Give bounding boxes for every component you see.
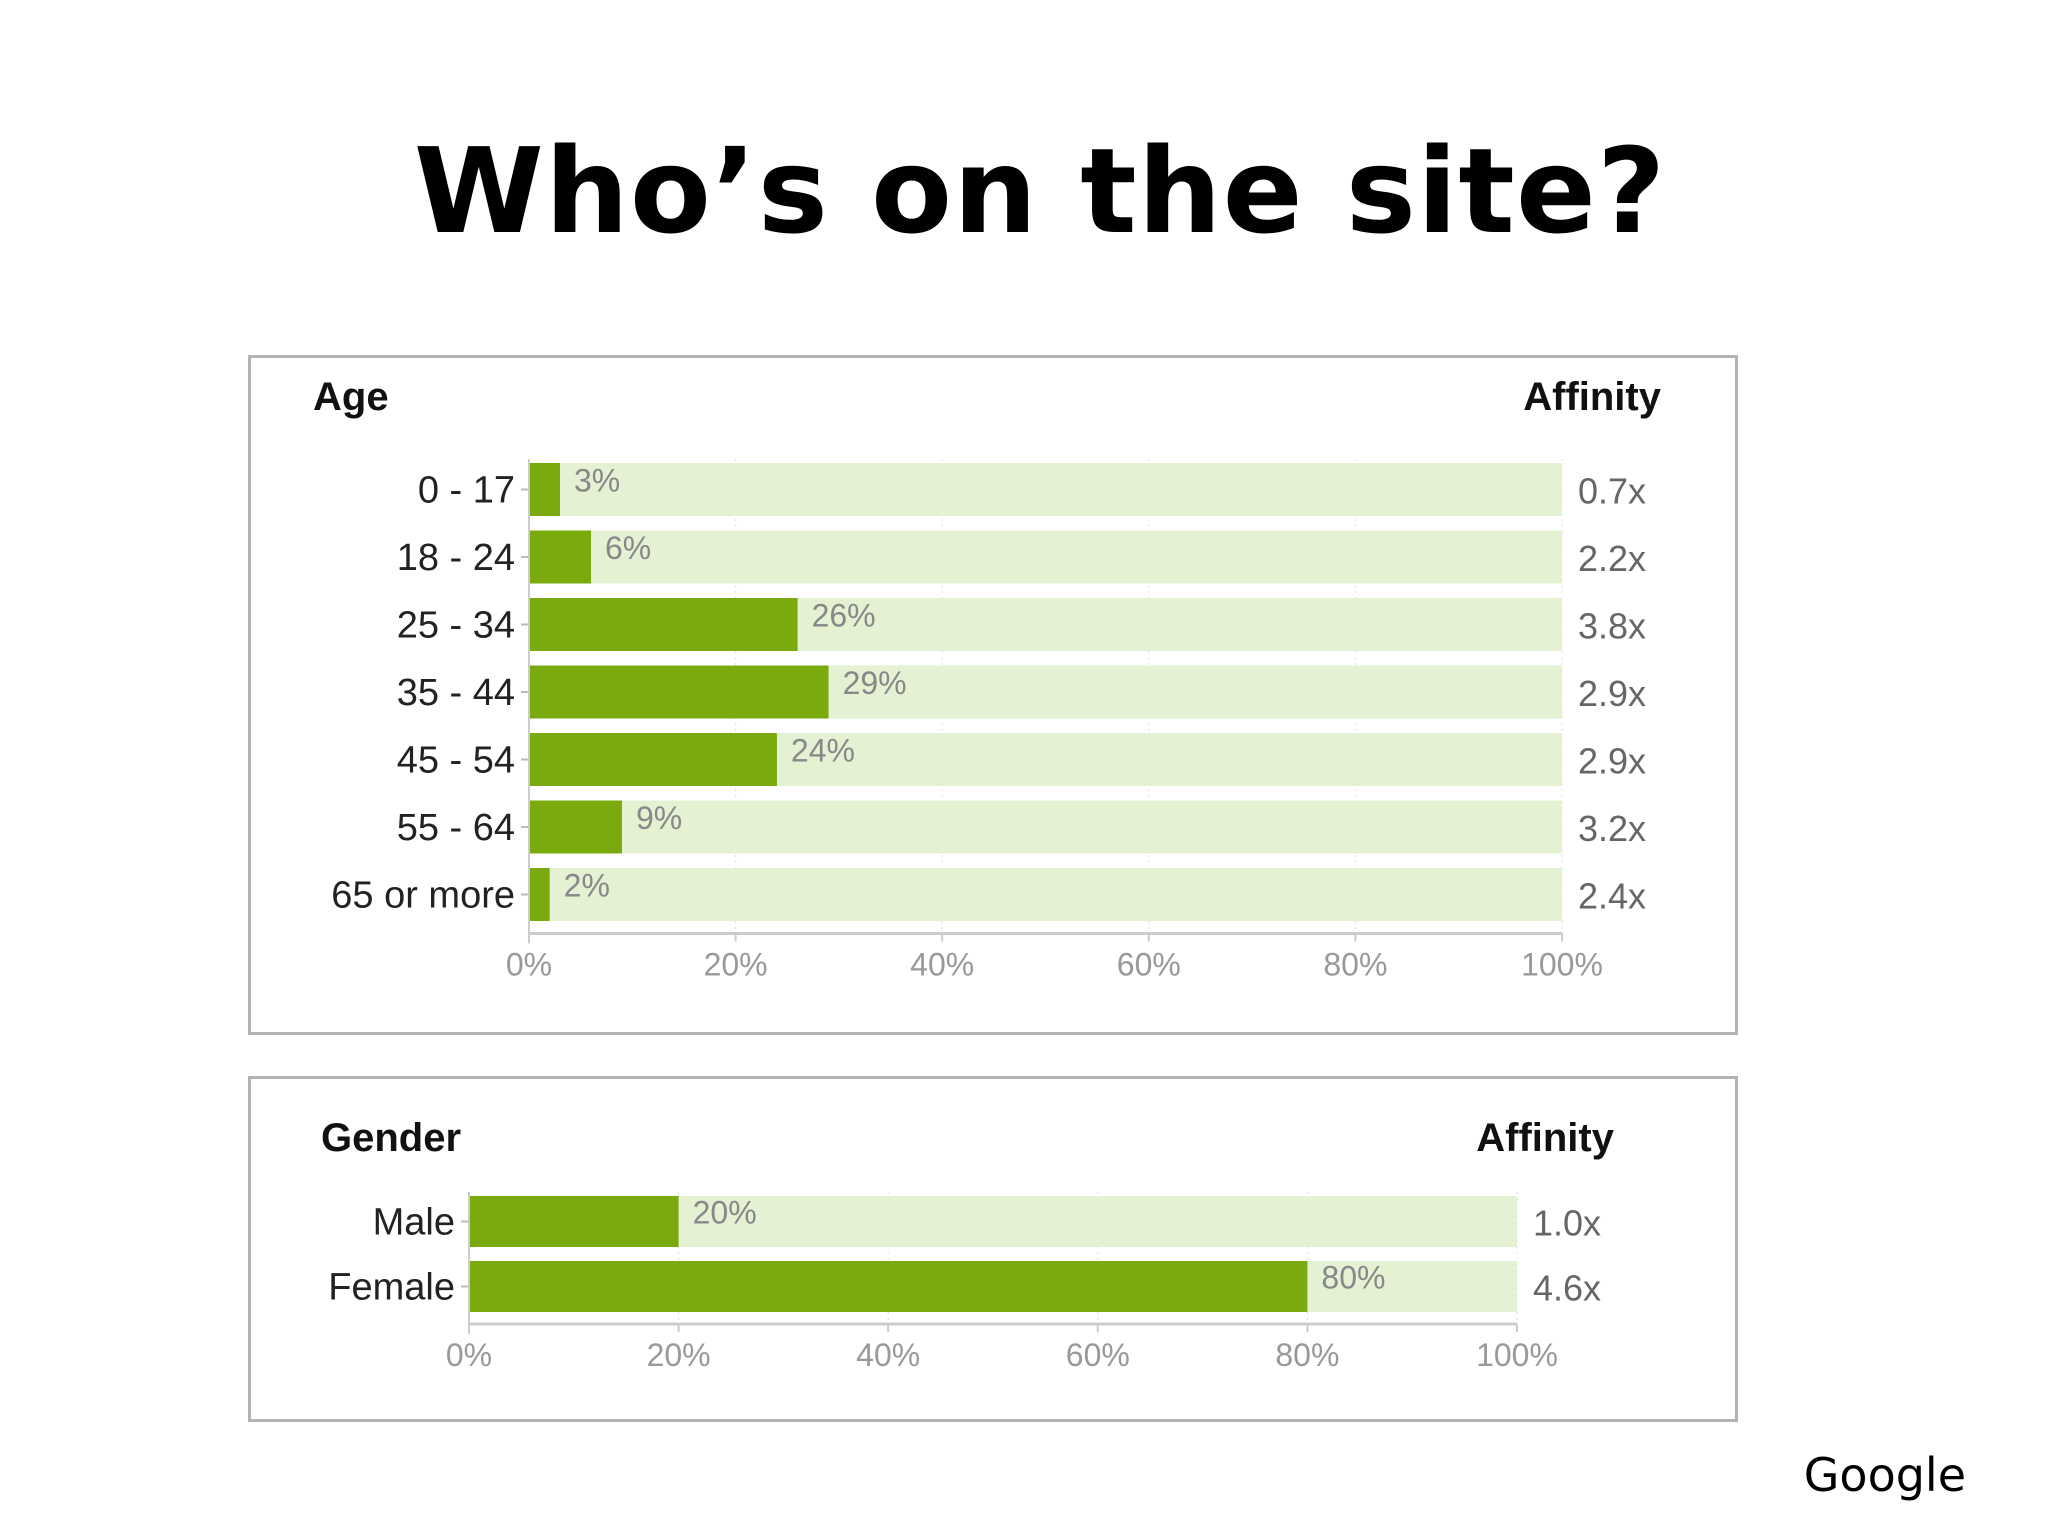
slide-title: Who’s on the site?	[413, 122, 1667, 260]
affinity-value: 3.8x	[1578, 606, 1646, 647]
affinity-value: 1.0x	[1533, 1203, 1601, 1244]
affinity-header: Affinity	[1476, 1116, 1615, 1160]
chart-title: Gender	[321, 1116, 461, 1160]
category-label: 35 - 44	[397, 672, 515, 714]
category-label: 18 - 24	[397, 537, 515, 579]
x-tick-label: 0%	[446, 1337, 492, 1373]
x-tick-label: 100%	[1521, 947, 1603, 983]
affinity-value: 2.9x	[1578, 673, 1646, 714]
bar	[529, 463, 560, 516]
value-label: 24%	[791, 733, 855, 769]
category-label: 55 - 64	[397, 807, 515, 849]
affinity-value: 4.6x	[1533, 1268, 1601, 1309]
bar-track	[529, 530, 1562, 584]
bar	[529, 868, 550, 921]
value-label: 26%	[812, 598, 876, 634]
bar-track	[529, 463, 1562, 516]
value-label: 3%	[574, 463, 620, 499]
x-tick-label: 40%	[910, 947, 974, 983]
category-label: Female	[328, 1267, 455, 1309]
value-label: 9%	[636, 800, 682, 836]
bar	[529, 665, 829, 719]
value-label: 2%	[564, 868, 610, 904]
age-chart-panel: Age Affinity 0 - 17 3% 0.7x 18 - 24 6% 2.2x 25 -…	[248, 355, 1738, 1035]
x-tick-label: 20%	[704, 947, 768, 983]
x-tick-label: 20%	[647, 1337, 711, 1373]
bar	[529, 800, 622, 854]
value-label: 29%	[843, 665, 907, 701]
affinity-header: Affinity	[1523, 375, 1662, 419]
affinity-value: 2.9x	[1578, 741, 1646, 782]
gender-chart-panel: Gender Affinity Male 20% 1.0x Female 80% 4.6x 0%…	[248, 1076, 1738, 1422]
bar	[529, 733, 777, 786]
x-tick-label: 80%	[1323, 947, 1387, 983]
gender-chart: Gender Affinity Male 20% 1.0x Female 80% 4.6x 0%…	[321, 1116, 1615, 1373]
x-tick-label: 60%	[1066, 1337, 1130, 1373]
category-label: 65 or more	[331, 875, 515, 917]
affinity-value: 2.2x	[1578, 538, 1646, 579]
value-label: 6%	[605, 530, 651, 566]
category-label: 25 - 34	[397, 605, 515, 647]
category-label: 45 - 54	[397, 740, 515, 782]
affinity-value: 0.7x	[1578, 471, 1646, 512]
x-tick-label: 0%	[506, 947, 552, 983]
source-credit: Google	[1803, 1448, 1966, 1502]
bar	[529, 530, 591, 584]
category-label: Male	[373, 1202, 455, 1244]
affinity-value: 2.4x	[1578, 876, 1646, 917]
x-tick-label: 40%	[856, 1337, 920, 1373]
category-label: 0 - 17	[418, 470, 515, 512]
age-chart: Age Affinity 0 - 17 3% 0.7x 18 - 24 6% 2.2x 25 -…	[313, 375, 1662, 983]
x-tick-label: 80%	[1275, 1337, 1339, 1373]
bar	[469, 1196, 679, 1247]
affinity-value: 3.2x	[1578, 808, 1646, 849]
chart-title: Age	[313, 375, 389, 419]
bar	[469, 1261, 1308, 1312]
x-tick-label: 60%	[1117, 947, 1181, 983]
bar-track	[529, 868, 1562, 921]
value-label: 20%	[693, 1195, 757, 1231]
value-label: 80%	[1321, 1260, 1385, 1296]
bar	[529, 598, 798, 651]
x-tick-label: 100%	[1476, 1337, 1558, 1373]
bar-track	[529, 800, 1562, 854]
